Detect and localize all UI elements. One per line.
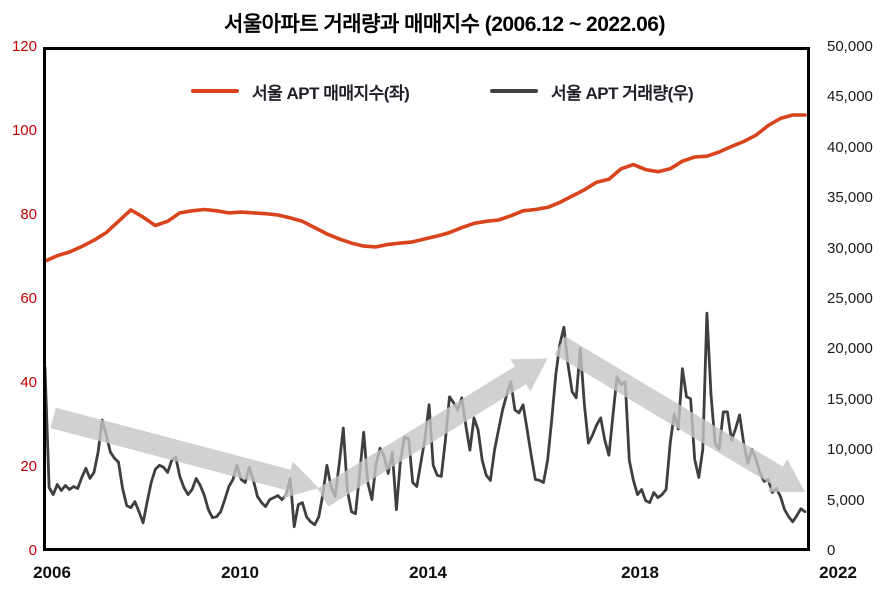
- right-axis-tick-label: 40,000: [827, 138, 873, 156]
- trend-arrow-2-up: [317, 358, 548, 507]
- x-axis-label-2022: 2022: [819, 563, 857, 582]
- trend-arrow-3-down: [554, 336, 805, 492]
- left-axis-tick-label: 20: [20, 458, 37, 475]
- right-axis-tick-label: 25,000: [827, 290, 873, 307]
- legend-item-volume: 서울 APT 거래량(우): [490, 78, 694, 104]
- x-axis-label-2010: 2010: [221, 563, 259, 582]
- left-axis-tick-label: 80: [20, 206, 37, 223]
- chart-title: 서울아파트 거래량과 매매지수 (2006.12 ~ 2022.06): [224, 13, 665, 36]
- left-axis-tick-label: 40: [20, 374, 37, 391]
- index-line: [43, 113, 807, 263]
- right-axis-tick-label: 50,000: [827, 38, 873, 55]
- right-axis-tick-label: 15,000: [827, 390, 873, 408]
- right-axis-tick-label: 5,000: [827, 491, 865, 509]
- right-axis-tick-label: 35,000: [827, 189, 873, 207]
- right-axis-tick-label: 10,000: [827, 441, 873, 459]
- right-axis-tick-label: 20,000: [827, 340, 873, 358]
- left-axis-tick-label: 100: [11, 122, 37, 139]
- legend-item-index: 서울 APT 매매지수(좌): [191, 78, 410, 104]
- x-axis-label-2018: 2018: [621, 563, 659, 582]
- right-axis-tick-label: 30,000: [827, 239, 873, 257]
- legend-label-index: 서울 APT 매매지수(좌): [252, 83, 410, 103]
- x-axis-label-2014: 2014: [409, 563, 447, 582]
- legend-label-volume: 서울 APT 거래량(우): [551, 83, 694, 103]
- legend: 서울 APT 매매지수(좌) 서울 APT 거래량(우): [0, 78, 889, 104]
- plot-svg: [43, 47, 810, 551]
- volume-line-swatch: [490, 89, 538, 93]
- right-axis-tick-label: 45,000: [827, 88, 873, 106]
- trend-arrow-1-down: [50, 407, 319, 499]
- x-axis-label-2006: 2006: [33, 563, 71, 582]
- index-line-swatch: [191, 89, 239, 93]
- right-axis-tick-label: 0: [827, 542, 836, 559]
- left-axis-tick-label: 60: [20, 290, 37, 307]
- left-axis-tick-label: 120: [11, 38, 37, 55]
- plot-border: [43, 47, 810, 551]
- left-axis-tick-label: 0: [28, 542, 37, 559]
